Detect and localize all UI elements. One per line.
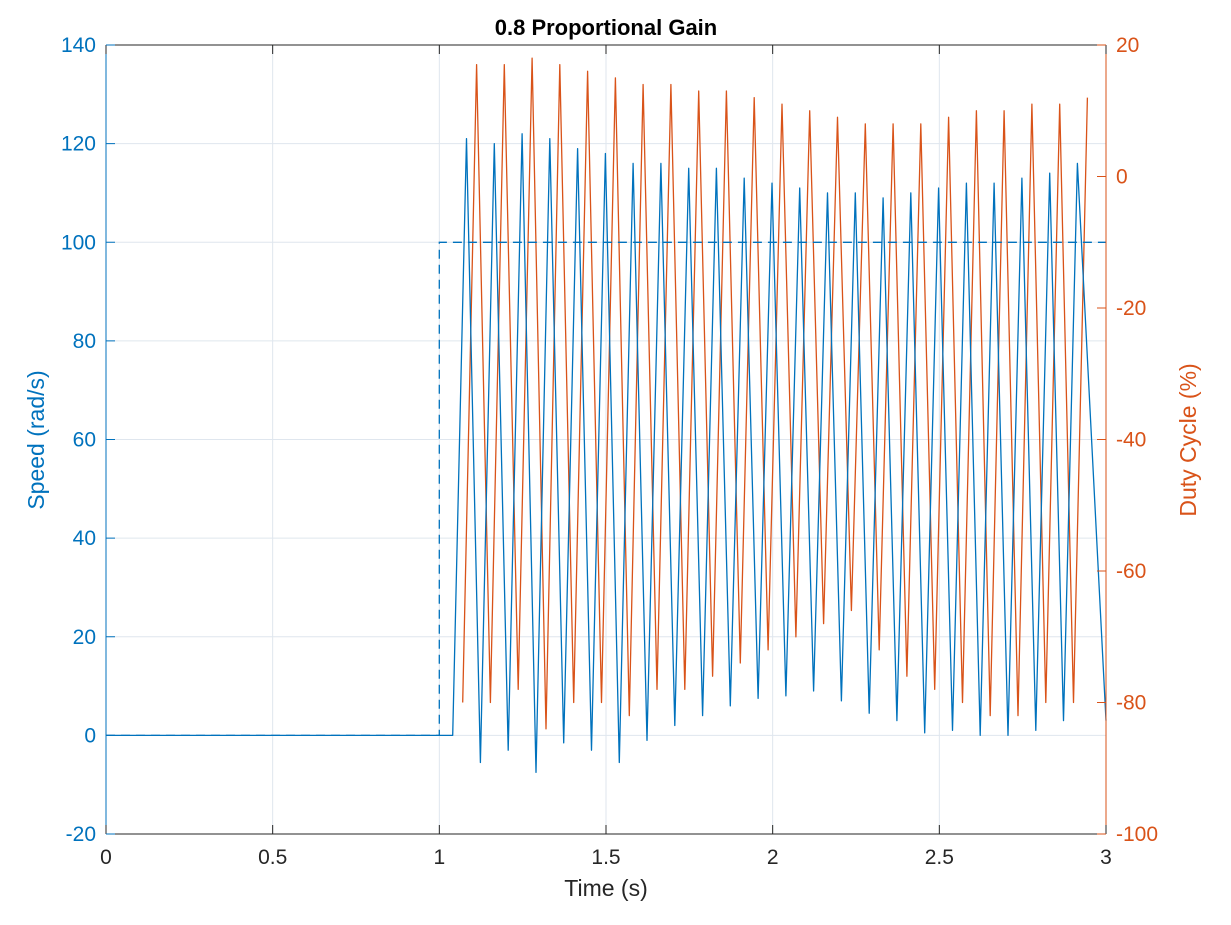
y-left-tick-label: 20: [73, 626, 96, 649]
x-tick-label: 1: [433, 846, 445, 869]
y-right-tick-label: -40: [1116, 429, 1146, 452]
y-axis-left-label: Speed (rad/s): [23, 370, 49, 509]
y-right-tick-label: -100: [1116, 823, 1158, 846]
setpoint-series-line: [106, 241, 1106, 737]
x-axis-label: Time (s): [564, 875, 647, 901]
y-left-tick-label: 0: [84, 724, 96, 747]
duty-cycle-series-line: [462, 57, 1089, 730]
chart-title: 0.8 Proportional Gain: [495, 15, 717, 40]
y-axis-right-label: Duty Cycle (%): [1175, 363, 1201, 516]
y-left-tick-label: 40: [73, 527, 96, 550]
x-tick-label: 0: [100, 846, 112, 869]
x-tick-label: 0.5: [258, 846, 287, 869]
plot-area: [106, 57, 1107, 774]
x-tick-label: 2.5: [925, 846, 954, 869]
y-right-tick-label: -20: [1116, 297, 1146, 320]
y-right-tick-label: 0: [1116, 166, 1128, 189]
speed-series-line: [106, 133, 1107, 774]
y-left-tick-label: 100: [61, 231, 96, 254]
tick-labels: 0 0.5 1 1.5 2 2.5 3-20020406080100120140-100-8…: [61, 34, 1158, 869]
y-left-tick-label: 120: [61, 133, 96, 156]
y-left-tick-label: 60: [73, 429, 96, 452]
y-left-tick-label: -20: [66, 823, 96, 846]
y-right-tick-label: -80: [1116, 692, 1146, 715]
y-left-tick-label: 80: [73, 330, 96, 353]
axes: [105, 44, 1107, 835]
y-right-tick-label: -60: [1116, 560, 1146, 583]
y-right-tick-label: 20: [1116, 34, 1139, 57]
y-left-tick-label: 140: [61, 34, 96, 57]
x-tick-label: 1.5: [591, 846, 620, 869]
x-tick-label: 2: [767, 846, 779, 869]
x-tick-label: 3: [1100, 846, 1112, 869]
